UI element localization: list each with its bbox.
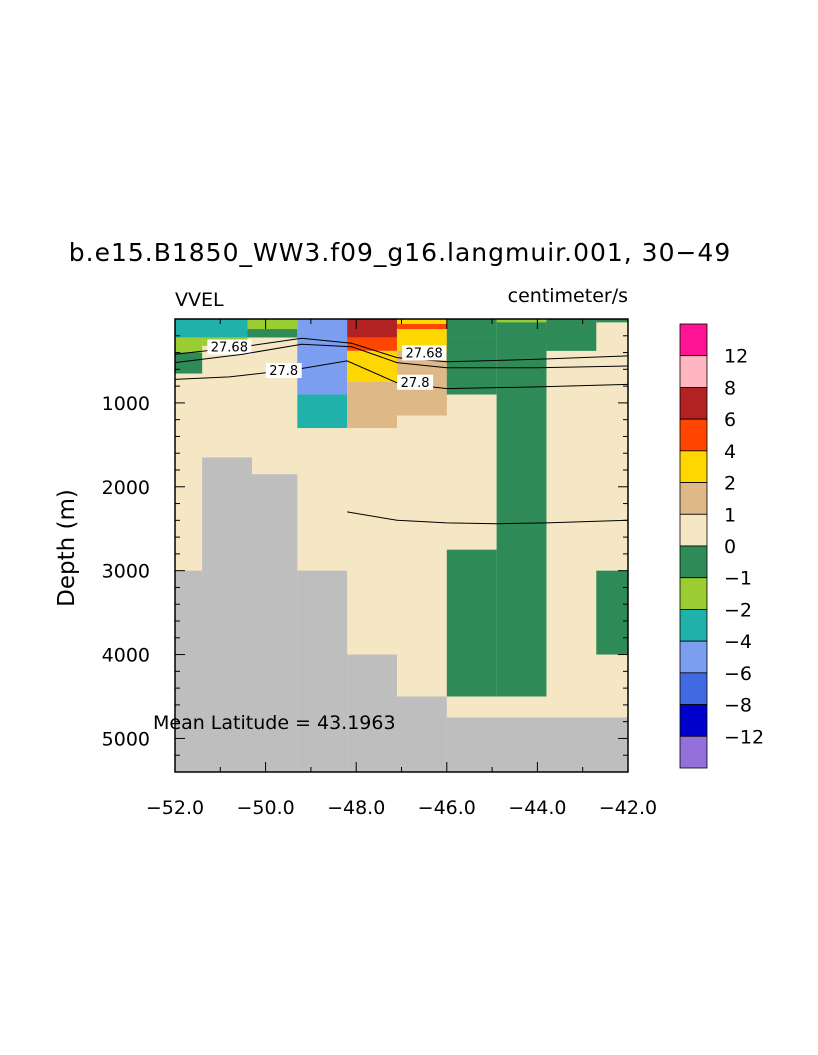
data-cell [175,319,248,338]
variable-label: VVEL [175,289,224,311]
land-cell [252,474,298,772]
data-cell [347,350,397,382]
contour-line [174,337,629,363]
colorbar-swatch [679,387,708,420]
data-cell [446,337,497,395]
colorbar-swatch [679,323,708,357]
contour-label: 27.68 [211,341,248,356]
data-cell [396,319,447,325]
x-tick-label: −46.0 [418,797,476,819]
y-tick-label: 3000 [102,561,150,583]
mean-latitude-annotation: Mean Latitude = 43.1963 [153,712,396,734]
land-cell [202,457,253,772]
colorbar-swatch [679,450,708,483]
land-cell [297,570,348,772]
contour-label: 27.8 [269,364,298,379]
x-tick-label: −52.0 [146,797,204,819]
contour-label-bg [402,345,447,361]
colorbar-label: −2 [724,599,752,621]
colorbar-label: 4 [724,441,736,463]
data-cell [446,549,497,697]
data-cell [546,319,597,351]
colorbar-swatch [679,640,708,674]
data-cell [247,329,298,338]
y-axis-label: Depth (m) [54,489,80,607]
contour-line [347,511,629,525]
data-cell [347,319,397,338]
x-tick-label: −44.0 [508,797,566,819]
contour-label-bg [397,374,434,390]
colorbar: 12 8 6 4 2 1 0 −1 −2 −4 −6 −8 −12 [679,323,764,769]
colorbar-swatch [679,355,708,388]
y-tick-label: 2000 [102,477,150,499]
contour-line [174,360,629,390]
data-cell [496,319,547,323]
colorbar-label: 6 [724,409,736,431]
data-cell [175,337,203,353]
contour-lines: 27.68 27.68 27.8 27.8 [174,337,629,525]
units-label: centimeter/s [508,285,628,307]
data-cell [396,324,447,330]
data-cell [496,319,547,697]
data-cell [247,319,298,330]
colorbar-label: −12 [724,726,764,748]
colorbar-label: −4 [724,631,752,653]
data-cell [596,319,628,323]
colorbar-swatch [679,704,708,737]
contour-label-bg [207,339,252,355]
contour-label-bg [265,363,302,379]
colorbar-swatch [679,672,708,705]
data-cell [297,394,348,429]
colorbar-swatch [679,735,708,769]
y-tick-label: 4000 [102,645,150,667]
colorbar-swatch [679,609,708,642]
colorbar-swatch [679,513,708,547]
colorbar-swatch [679,545,708,579]
land-cell [347,654,397,772]
data-cell [297,319,348,395]
contour-line [174,343,629,369]
colorbar-label: 2 [724,473,736,495]
land-cell [396,696,447,772]
y-tick-label: 5000 [102,728,150,750]
colorbar-label: −6 [724,663,752,685]
x-tick-label: −48.0 [327,797,385,819]
x-tick-label: −50.0 [236,797,294,819]
colorbar-swatch [679,577,708,610]
colorbar-label: 8 [724,377,736,399]
colorbar-swatch [679,418,708,452]
colorbar-label: 1 [724,504,736,526]
colorbar-label: −1 [724,568,752,590]
colorbar-label: −8 [724,695,752,717]
data-cell [596,570,628,655]
x-tick-label: −42.0 [599,797,657,819]
data-cell [446,319,497,338]
axis-ticks: −52.0 −50.0 −48.0 −46.0 −44.0 −42.0 1000 2000 30… [102,319,657,819]
data-cell [347,337,397,351]
data-cell [347,381,397,429]
plot-area [175,319,628,772]
data-cell [175,352,203,374]
contour-label: 27.68 [406,346,443,361]
y-tick-label: 1000 [102,393,150,415]
colorbar-swatch [679,482,708,515]
colorbar-label: 0 [724,536,736,558]
colorbar-label: 12 [724,346,748,368]
contour-label: 27.8 [401,376,430,391]
chart-title: b.e15.B1850_WW3.f09_g16.langmuir.001, 30… [69,238,732,267]
